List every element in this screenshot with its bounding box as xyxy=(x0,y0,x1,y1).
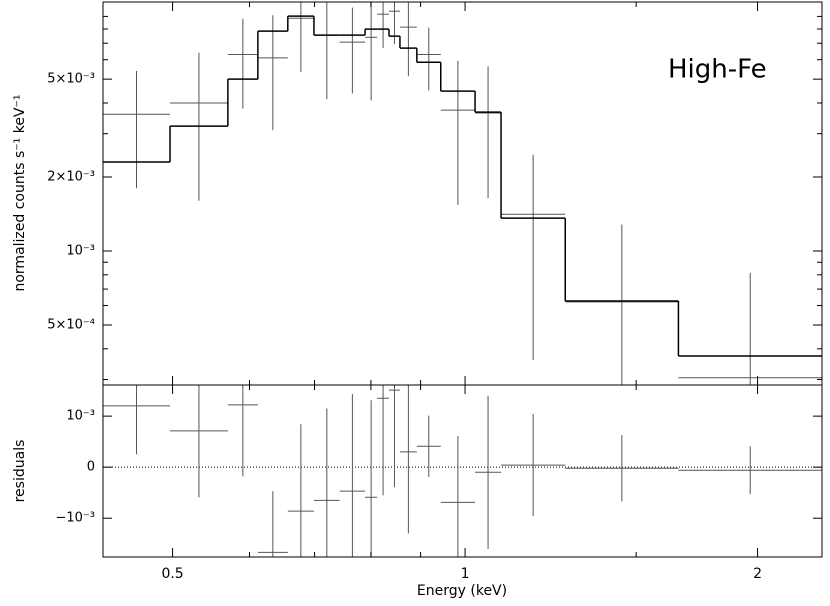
y-tick-label: 2×10⁻³ xyxy=(47,169,95,184)
x-tick-label: 1 xyxy=(461,566,470,582)
y-tick-label: 10⁻³ xyxy=(66,409,95,424)
x-tick-label: 0.5 xyxy=(161,566,183,582)
y-tick-label: 5×10⁻⁴ xyxy=(47,317,95,332)
y-tick-label: 5×10⁻³ xyxy=(47,72,95,87)
y-tick-label: 10⁻³ xyxy=(66,243,95,258)
y-axis-label: residuals xyxy=(12,440,28,503)
plot-area xyxy=(103,2,822,385)
x-tick-label: 2 xyxy=(753,566,762,582)
y-tick-label: 0 xyxy=(87,460,95,475)
x-axis-label: Energy (keV) xyxy=(417,583,507,599)
y-axis-label: normalized counts s⁻¹ keV⁻¹ xyxy=(12,94,28,291)
annotation: High-Fe xyxy=(668,55,767,85)
panel-frame xyxy=(102,384,823,558)
plot-area xyxy=(103,385,822,557)
y-tick-label: −10⁻³ xyxy=(55,511,95,526)
